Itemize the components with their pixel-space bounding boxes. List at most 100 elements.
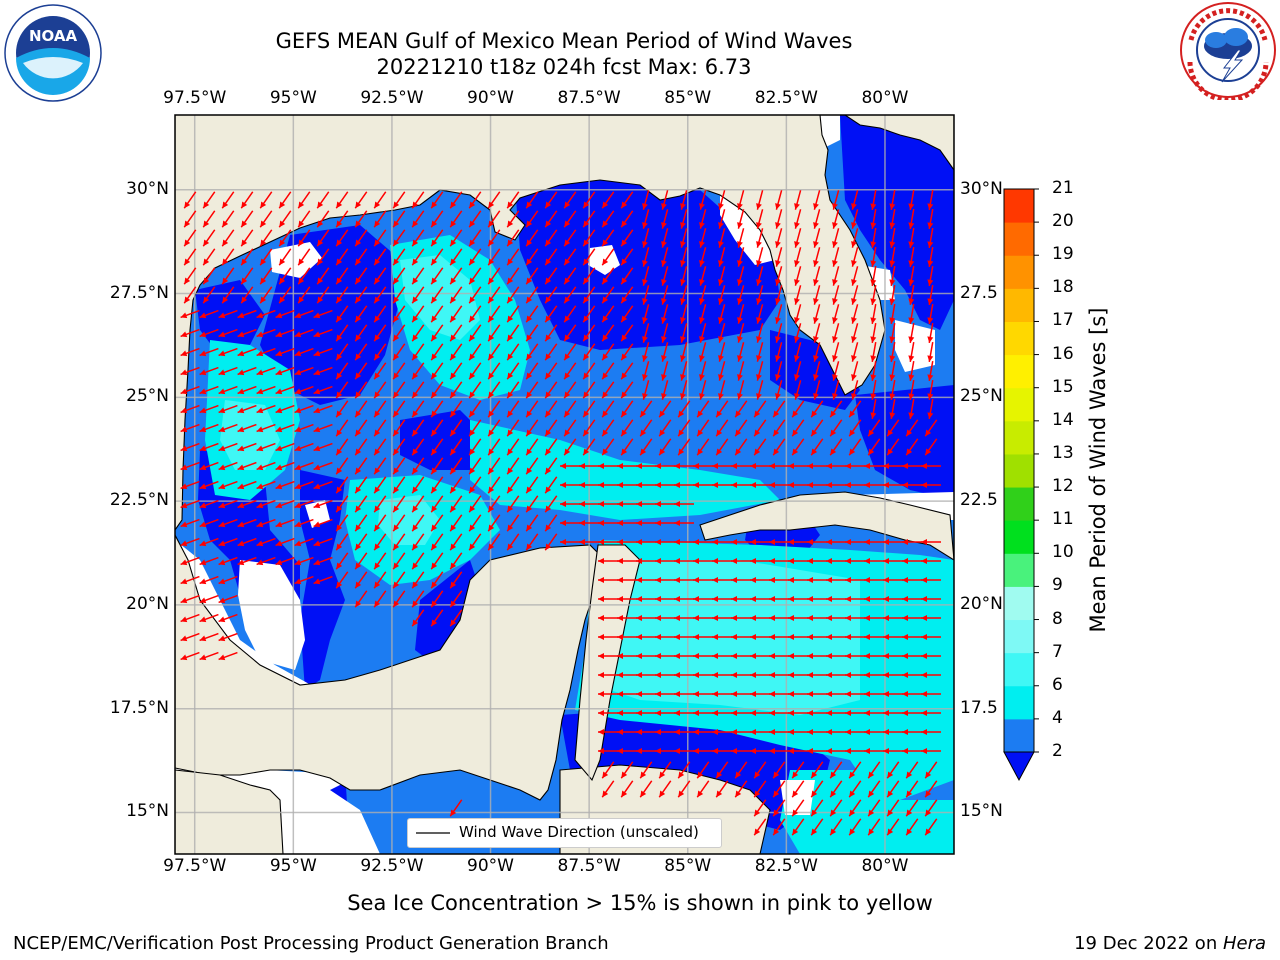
wind-wave-arrow-head: [887, 809, 894, 817]
wind-wave-arrow-head: [203, 258, 210, 266]
wind-wave-arrow-head: [393, 600, 400, 608]
wind-wave-arrow-head: [564, 353, 571, 361]
wind-wave-arrow-head: [218, 540, 226, 547]
wind-wave-arrow-head: [488, 334, 495, 342]
wind-wave-arrow-head: [412, 372, 419, 380]
wind-wave-arrow-head: [902, 539, 908, 545]
wind-wave-arrow-head: [621, 201, 628, 209]
wind-wave-arrow-head: [811, 771, 818, 779]
wind-wave-arrow-head: [469, 239, 476, 247]
wind-wave-arrow-head: [674, 558, 680, 564]
wind-wave-arrow-head: [526, 543, 533, 551]
wind-wave-arrow-head: [237, 521, 245, 528]
wind-wave-arrow-head: [621, 220, 628, 228]
wind-wave-arrow-head: [883, 558, 889, 564]
wind-wave-arrow-head: [794, 203, 800, 210]
wind-wave-arrow-head: [678, 448, 685, 456]
wind-wave-arrow-head: [832, 355, 838, 362]
wind-wave-arrow-head: [868, 790, 875, 798]
wind-wave-arrow-head: [659, 429, 666, 437]
wind-wave-arrow-head: [412, 315, 419, 323]
wind-wave-arrow-head: [925, 448, 932, 456]
wind-wave-arrow-head: [256, 426, 264, 433]
wind-wave-arrow-head: [184, 258, 191, 266]
wind-wave-arrow-head: [199, 331, 207, 338]
wind-wave-arrow-head: [902, 748, 908, 754]
wind-wave-arrow-head: [560, 539, 566, 545]
wind-wave-arrow-head: [864, 596, 870, 602]
wind-wave-arrow-head: [294, 312, 302, 319]
wind-wave-arrow-head: [636, 729, 642, 735]
colorbar-segment: [1004, 222, 1034, 256]
wind-wave-arrow-head: [222, 277, 229, 285]
wind-wave-arrow-head: [336, 543, 343, 551]
wind-wave-arrow-head: [811, 410, 818, 418]
wind-wave-arrow-head: [655, 653, 661, 659]
wind-wave-arrow-head: [794, 222, 800, 229]
y-tick-label-right: 20°N: [960, 593, 1003, 614]
wind-wave-arrow-head: [298, 239, 305, 247]
wind-wave-arrow-head: [697, 448, 704, 456]
wind-wave-arrow-head: [642, 374, 648, 381]
wind-wave-arrow-head: [788, 577, 794, 583]
wind-wave-arrow-head: [754, 448, 761, 456]
wind-wave-arrow-head: [845, 482, 851, 488]
wind-wave-arrow-head: [902, 558, 908, 564]
wind-wave-arrow-head: [431, 239, 438, 247]
wind-wave-arrow-head: [317, 296, 324, 304]
wind-wave-arrow-head: [237, 445, 245, 452]
wind-wave-arrow-head: [655, 501, 661, 507]
y-tick-label-left: 25°N: [126, 386, 169, 407]
wind-wave-arrow-head: [889, 374, 896, 381]
wind-wave-arrow-head: [788, 729, 794, 735]
wind-wave-arrow-head: [927, 203, 934, 210]
wind-wave-arrow-head: [813, 222, 819, 229]
wind-wave-arrow-head: [199, 540, 207, 547]
wind-wave-arrow-head: [621, 258, 628, 266]
period-region-missing: [238, 560, 305, 670]
wind-wave-arrow-head: [564, 220, 571, 228]
wind-wave-arrow-head: [754, 790, 761, 798]
wind-wave-arrow-head: [469, 334, 476, 342]
wind-wave-arrow-head: [902, 463, 908, 469]
wind-wave-arrow-head: [769, 691, 775, 697]
wind-wave-arrow-head: [902, 729, 908, 735]
wind-wave-arrow-head: [680, 317, 686, 324]
colorbar-segment: [1004, 586, 1034, 621]
wind-wave-arrow-head: [868, 828, 875, 836]
wind-wave-arrow-head: [469, 201, 476, 209]
wind-wave-arrow-head: [659, 410, 666, 418]
wind-wave-arrow-head: [526, 391, 533, 399]
wind-wave-arrow-head: [636, 691, 642, 697]
wind-wave-arrow-head: [826, 710, 832, 716]
wind-wave-arrow-head: [718, 260, 724, 267]
wind-wave-arrow-head: [275, 388, 283, 395]
wind-wave-arrow-head: [598, 596, 604, 602]
wind-wave-arrow-head: [927, 393, 934, 400]
wind-wave-arrow-head: [794, 298, 800, 305]
wind-wave-arrow-head: [849, 809, 856, 817]
wind-wave-arrow-head: [617, 729, 623, 735]
wind-wave-arrow-head: [374, 315, 381, 323]
colorbar-tick-label: 11: [1052, 509, 1074, 530]
wind-wave-arrow-head: [412, 239, 419, 247]
wind-wave-arrow-head: [598, 615, 604, 621]
wind-wave-arrow-head: [488, 220, 495, 228]
wind-wave-arrow-head: [712, 482, 718, 488]
wind-wave-arrow-head: [222, 258, 229, 266]
wind-wave-arrow-head: [355, 296, 362, 304]
wind-wave-arrow-head: [813, 317, 819, 324]
wind-wave-arrow-head: [469, 486, 476, 494]
wind-wave-arrow-head: [769, 672, 775, 678]
wind-wave-arrow-head: [298, 220, 305, 228]
wind-wave-arrow-head: [598, 653, 604, 659]
wind-wave-arrow-head: [750, 653, 756, 659]
wind-wave-arrow-head: [450, 315, 457, 323]
wind-wave-arrow-head: [754, 771, 761, 779]
wind-wave-arrow-head: [731, 596, 737, 602]
wind-wave-arrow-head: [374, 258, 381, 266]
y-tick-label-right: 15°N: [960, 801, 1003, 822]
wind-wave-arrow-head: [598, 463, 604, 469]
wind-wave-arrow-head: [199, 578, 207, 585]
wind-wave-arrow-head: [336, 581, 343, 589]
